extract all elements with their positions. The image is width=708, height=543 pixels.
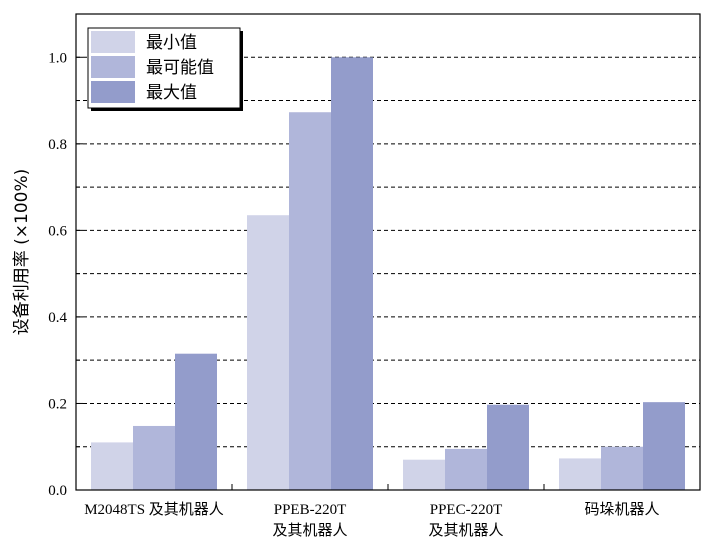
x-category-label: M2048TS 及其机器人 xyxy=(84,501,224,518)
legend-label: 最大值 xyxy=(146,83,197,103)
legend-swatch xyxy=(91,56,135,78)
bar xyxy=(559,458,601,490)
x-category-label: PPEB-220T xyxy=(274,502,347,518)
legend-swatch xyxy=(91,31,135,53)
bar xyxy=(247,215,289,490)
y-tick-label: 0.2 xyxy=(48,396,67,412)
bar xyxy=(133,425,175,490)
bar xyxy=(289,112,331,490)
bar xyxy=(331,57,373,490)
x-category-label: PPEC-220T xyxy=(430,502,503,518)
y-axis-title: 设备利用率 (×100%) xyxy=(12,169,32,336)
bar xyxy=(487,404,529,490)
y-tick-label: 0.8 xyxy=(48,137,67,153)
legend-label: 最小值 xyxy=(146,33,197,53)
x-category-label: 及其机器人 xyxy=(272,522,347,539)
bar xyxy=(403,459,445,490)
bar xyxy=(643,402,685,490)
bar xyxy=(91,442,133,490)
bar xyxy=(601,446,643,490)
legend-swatch xyxy=(91,81,135,103)
y-tick-label: 1.0 xyxy=(48,50,67,66)
x-category-label: 及其机器人 xyxy=(428,522,503,539)
bar xyxy=(445,448,487,490)
y-tick-label: 0.0 xyxy=(48,483,67,499)
y-tick-label: 0.6 xyxy=(48,223,67,239)
bar xyxy=(175,353,217,490)
legend-label: 最可能值 xyxy=(146,58,214,78)
y-tick-label: 0.4 xyxy=(48,310,67,326)
x-category-label: 码垛机器人 xyxy=(584,501,659,518)
